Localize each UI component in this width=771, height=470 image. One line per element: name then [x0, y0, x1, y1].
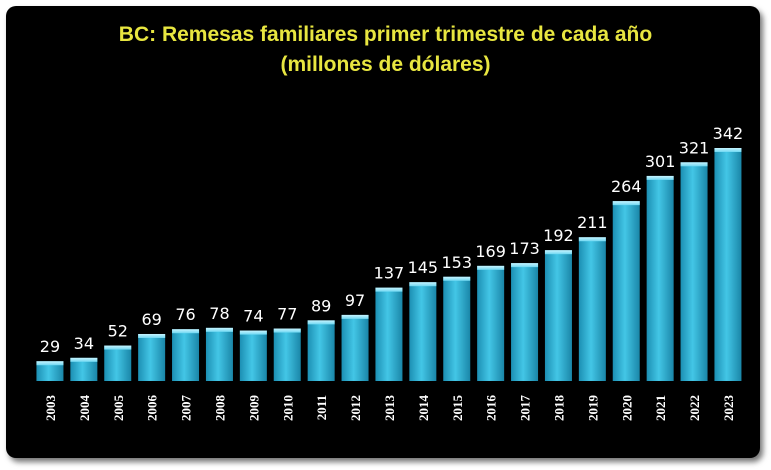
bar-cap-2018 [544, 250, 572, 255]
value-label-2011: 89 [311, 296, 331, 315]
bar-cap-2016 [477, 265, 505, 270]
bar-2008 [205, 327, 233, 381]
value-label-2005: 52 [108, 322, 128, 341]
bar-cap-2022 [680, 162, 708, 167]
value-label-2023: 342 [713, 124, 744, 143]
bar-cap-2021 [646, 175, 674, 180]
bar-2023 [714, 148, 742, 381]
value-label-2022: 321 [679, 138, 710, 157]
bar-cap-2006 [138, 333, 166, 338]
value-label-2015: 153 [441, 253, 472, 272]
bar-2014 [409, 282, 437, 381]
bar-2011 [307, 320, 335, 381]
bar-2010 [273, 328, 301, 381]
value-label-2012: 97 [345, 291, 365, 310]
bar-2018 [544, 250, 572, 381]
bars-group [36, 148, 742, 381]
value-label-2007: 76 [175, 305, 195, 324]
bar-cap-2004 [70, 357, 98, 362]
bar-2004 [70, 357, 98, 381]
value-label-2016: 169 [475, 242, 506, 261]
value-label-2008: 78 [209, 304, 229, 323]
category-label-2004: 2004 [77, 395, 92, 422]
category-label-2018: 2018 [551, 395, 566, 422]
category-labels-group: 2003 2004 2005 2006 2007 2008 2009 2010 2011 2012… [43, 395, 736, 422]
category-label-2007: 2007 [179, 395, 194, 422]
bar-cap-2017 [511, 263, 539, 268]
category-label-2010: 2010 [280, 395, 295, 421]
category-label-2006: 2006 [145, 395, 160, 422]
category-label-2005: 2005 [111, 395, 126, 422]
bar-2013 [375, 287, 403, 381]
bar-cap-2008 [205, 327, 233, 332]
category-label-2009: 2009 [246, 395, 261, 422]
category-label-2014: 2014 [416, 395, 431, 422]
bar-cap-2015 [443, 276, 471, 281]
category-label-2012: 2012 [348, 395, 363, 421]
bar-cap-2003 [36, 361, 64, 366]
value-label-2004: 34 [74, 334, 94, 353]
chart-title-block: BC: Remesas familiares primer trimestre … [0, 20, 771, 80]
bar-2016 [477, 265, 505, 381]
bar-2022 [680, 162, 708, 381]
bar-cap-2019 [578, 237, 606, 242]
value-label-2003: 29 [40, 337, 60, 356]
bar-2021 [646, 175, 674, 381]
bar-2005 [104, 345, 132, 381]
bar-cap-2011 [307, 320, 335, 325]
category-label-2008: 2008 [212, 395, 227, 422]
value-label-2013: 137 [374, 264, 405, 283]
bar-2009 [239, 330, 267, 381]
category-label-2003: 2003 [43, 395, 58, 422]
category-label-2011: 2011 [314, 395, 329, 420]
value-label-2014: 145 [408, 258, 439, 277]
value-label-2006: 69 [141, 310, 161, 329]
category-label-2023: 2023 [721, 395, 736, 422]
bar-cap-2020 [612, 201, 640, 206]
bar-cap-2005 [104, 345, 132, 350]
bar-cap-2023 [714, 148, 742, 152]
chart-title: BC: Remesas familiares primer trimestre … [118, 23, 653, 46]
bar-2012 [341, 314, 369, 381]
category-label-2015: 2015 [450, 395, 465, 422]
value-label-2017: 173 [509, 239, 540, 258]
value-label-2018: 192 [543, 226, 574, 245]
chart-subtitle: (millones de dólares) [280, 53, 491, 76]
category-label-2022: 2022 [687, 395, 702, 421]
category-label-2021: 2021 [653, 395, 668, 421]
bar-cap-2014 [409, 282, 437, 287]
value-label-2010: 77 [277, 305, 297, 324]
bar-cap-2010 [273, 328, 301, 333]
value-label-2009: 74 [243, 307, 263, 326]
bar-2003 [36, 361, 64, 381]
bar-cap-2007 [172, 329, 200, 334]
bar-cap-2012 [341, 314, 369, 319]
bar-2019 [578, 237, 606, 381]
category-label-2013: 2013 [382, 395, 397, 422]
category-label-2019: 2019 [585, 395, 600, 422]
category-label-2016: 2016 [484, 395, 499, 422]
bar-2017 [511, 263, 539, 381]
bar-2006 [138, 333, 166, 381]
bar-cap-2013 [375, 287, 403, 292]
bar-2015 [443, 276, 471, 381]
bar-2020 [612, 201, 640, 381]
bar-cap-2009 [239, 330, 267, 335]
value-label-2021: 301 [645, 152, 676, 171]
category-label-2020: 2020 [619, 395, 634, 421]
bar-2007 [172, 329, 200, 381]
category-label-2017: 2017 [518, 395, 533, 422]
value-label-2020: 264 [611, 177, 642, 196]
value-label-2019: 211 [577, 213, 608, 232]
